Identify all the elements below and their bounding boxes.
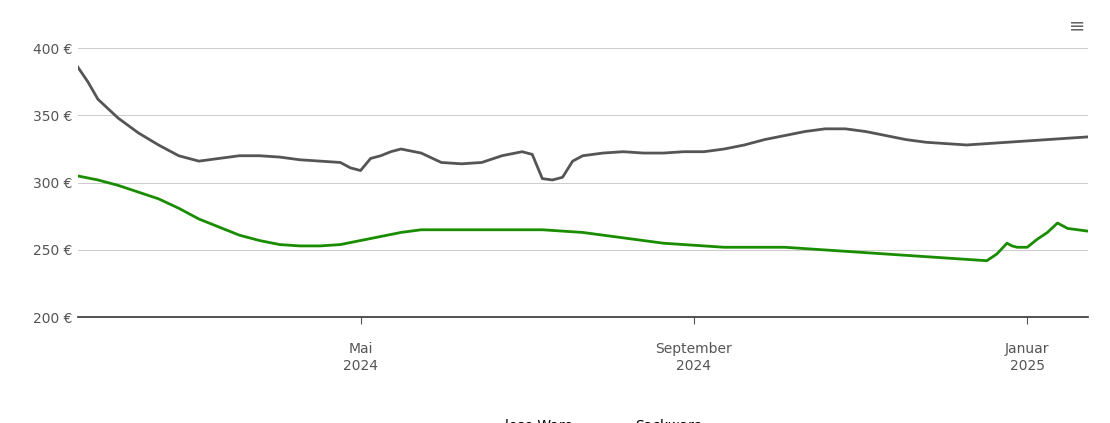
Text: 2024: 2024 [676, 359, 712, 373]
Text: Januar: Januar [1005, 342, 1049, 356]
Legend: lose Ware, Sackware: lose Ware, Sackware [457, 413, 708, 423]
Text: ≡: ≡ [1069, 17, 1086, 36]
Text: 2024: 2024 [343, 359, 379, 373]
Text: 2025: 2025 [1010, 359, 1045, 373]
Text: Mai: Mai [349, 342, 373, 356]
Text: September: September [656, 342, 733, 356]
